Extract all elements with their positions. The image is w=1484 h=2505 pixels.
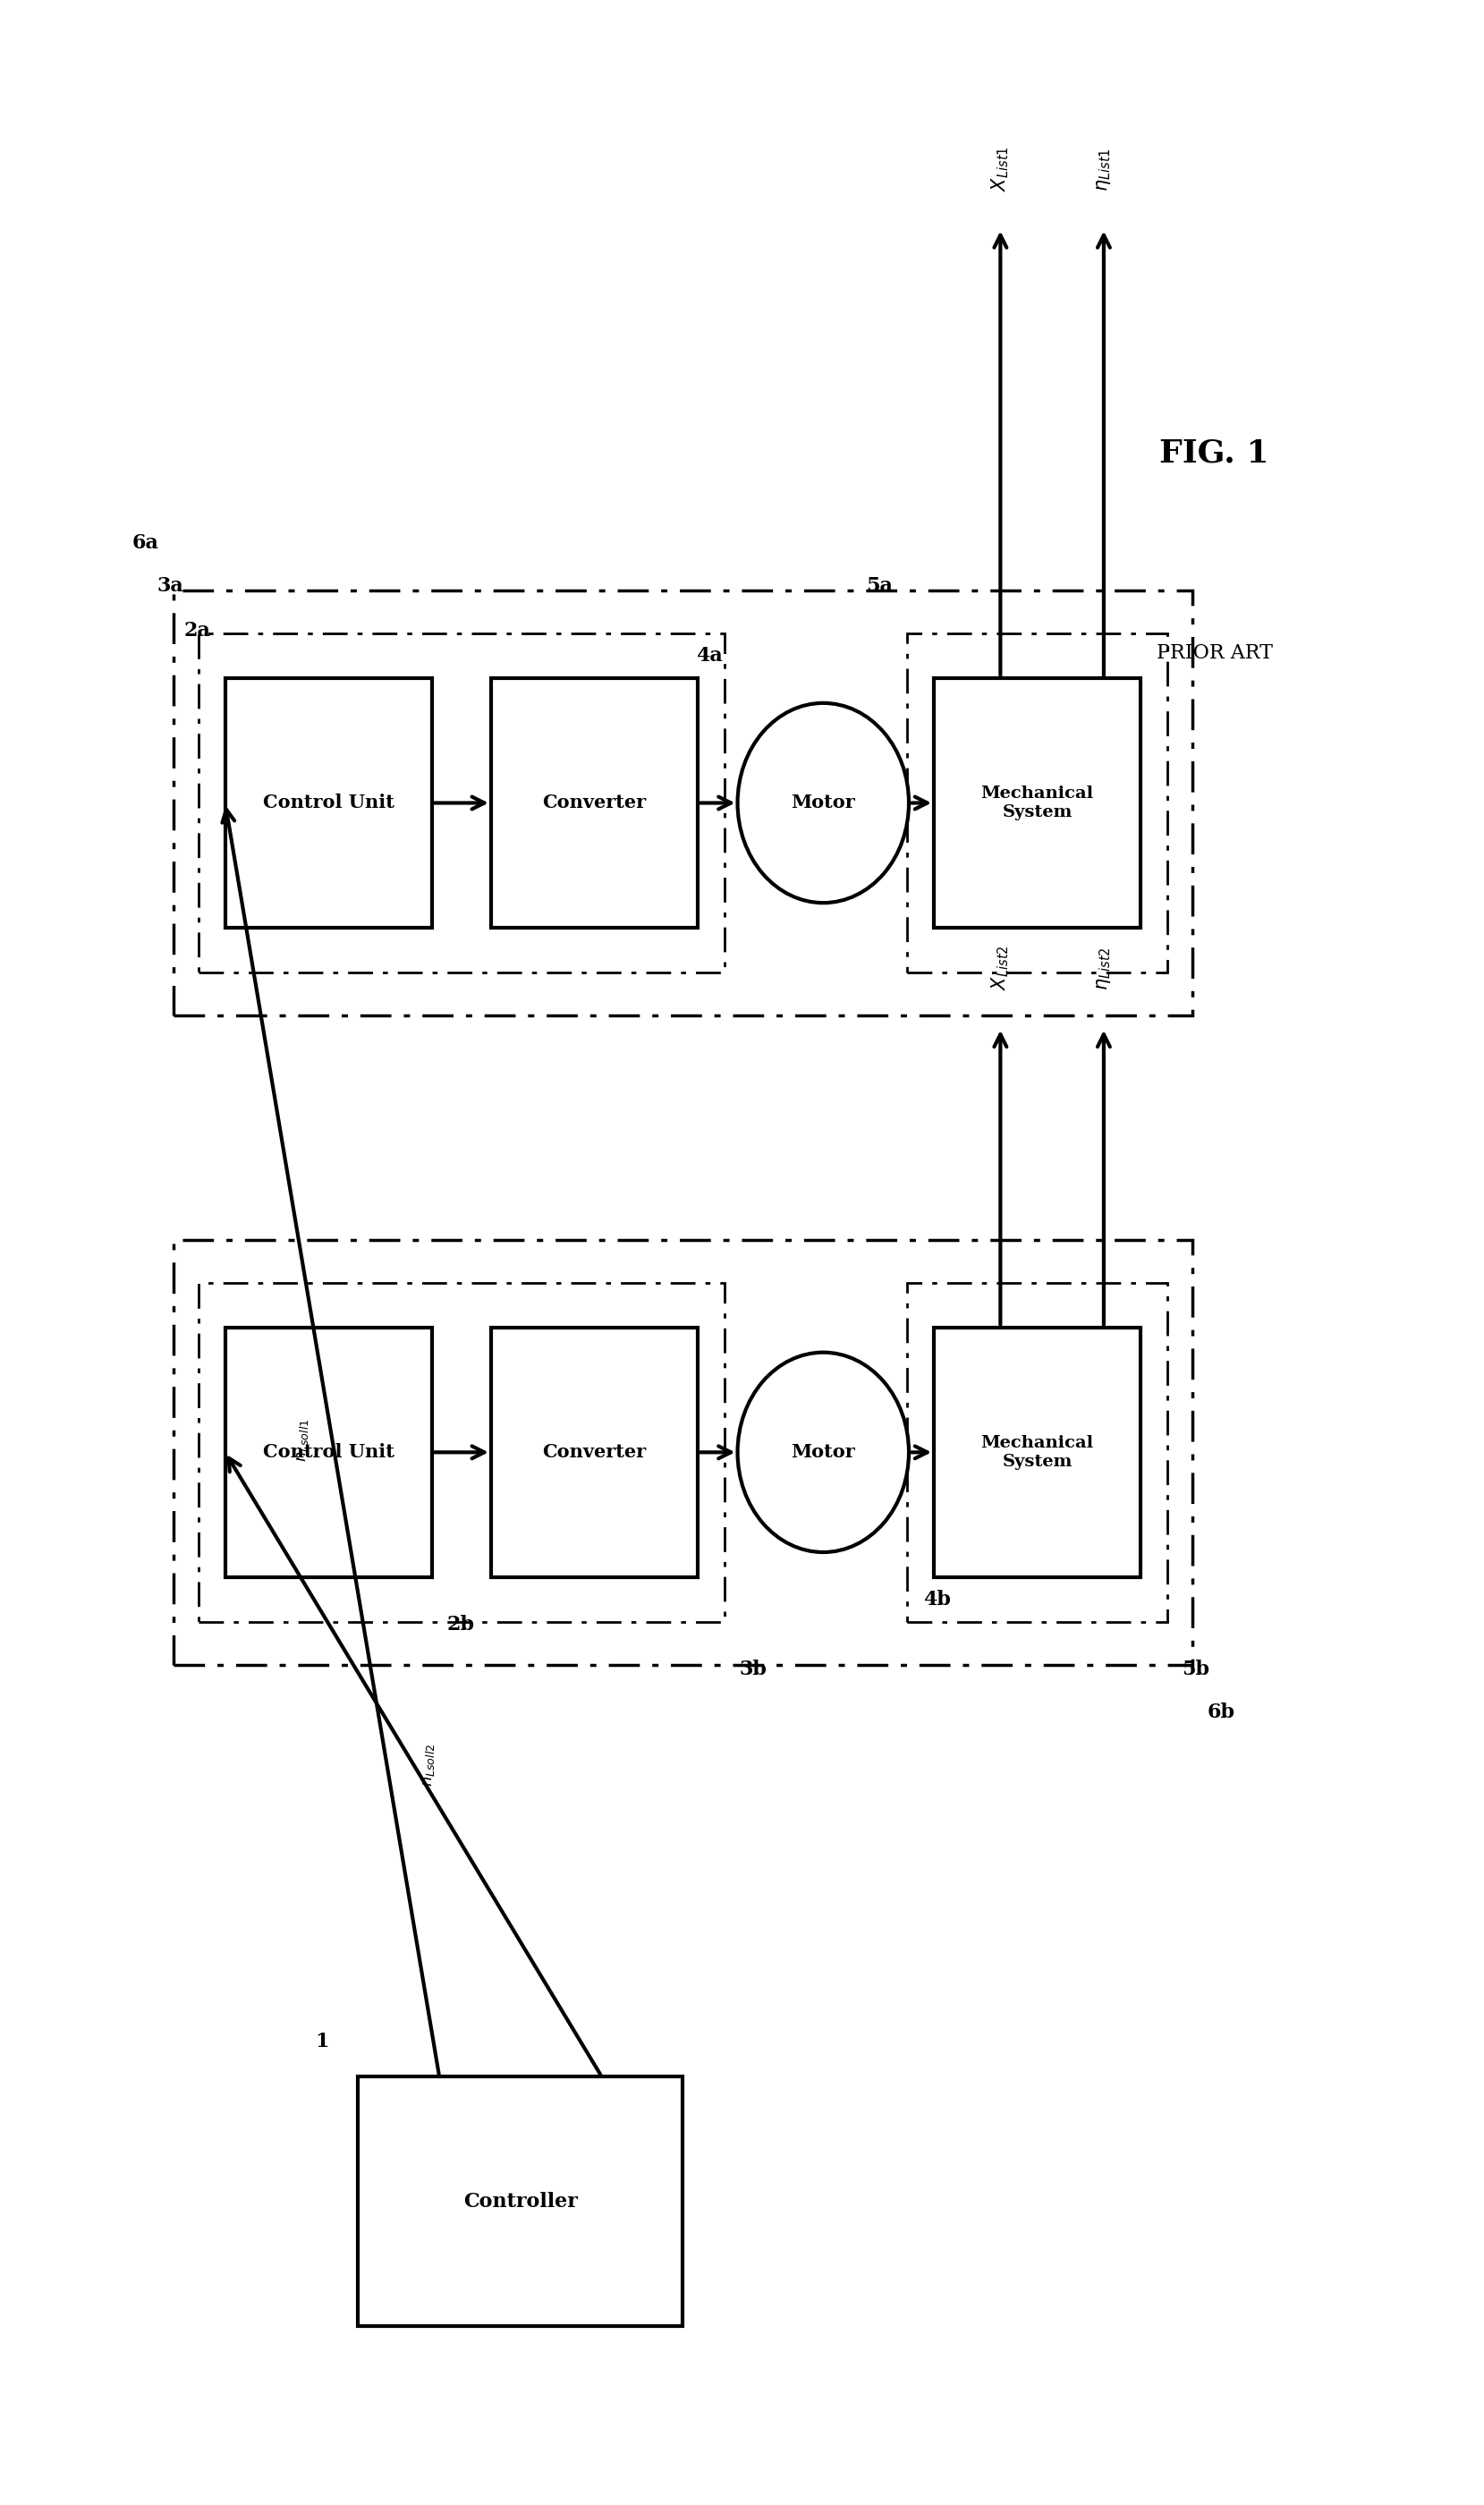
Text: Motor: Motor bbox=[791, 1443, 855, 1460]
Text: 5b: 5b bbox=[1183, 1661, 1209, 1678]
Text: Mechanical
System: Mechanical System bbox=[981, 1435, 1094, 1470]
Text: $\eta_{List2}$: $\eta_{List2}$ bbox=[1095, 947, 1113, 989]
Text: 4a: 4a bbox=[696, 646, 723, 666]
Text: $n_{Lsoll2}$: $n_{Lsoll2}$ bbox=[421, 1743, 436, 1786]
Text: Control Unit: Control Unit bbox=[263, 1443, 395, 1460]
Text: 2a: 2a bbox=[184, 621, 211, 641]
Text: 2b: 2b bbox=[447, 1616, 475, 1633]
Text: 4b: 4b bbox=[923, 1591, 951, 1608]
FancyBboxPatch shape bbox=[933, 679, 1141, 927]
Text: Motor: Motor bbox=[791, 794, 855, 812]
Text: Control Unit: Control Unit bbox=[263, 794, 395, 812]
Ellipse shape bbox=[738, 704, 908, 902]
Text: 3a: 3a bbox=[157, 576, 184, 596]
Text: 5a: 5a bbox=[865, 576, 892, 596]
FancyBboxPatch shape bbox=[358, 2077, 683, 2327]
FancyBboxPatch shape bbox=[226, 679, 432, 927]
Text: Converter: Converter bbox=[543, 1443, 647, 1460]
Ellipse shape bbox=[738, 1353, 908, 1553]
Text: $X_{List2}$: $X_{List2}$ bbox=[990, 944, 1011, 989]
FancyBboxPatch shape bbox=[226, 1328, 432, 1578]
FancyBboxPatch shape bbox=[491, 679, 697, 927]
Text: Controller: Controller bbox=[463, 2192, 577, 2212]
Text: Converter: Converter bbox=[543, 794, 647, 812]
Text: $X_{List1}$: $X_{List1}$ bbox=[990, 145, 1011, 190]
Text: Mechanical
System: Mechanical System bbox=[981, 787, 1094, 819]
Text: 1: 1 bbox=[315, 2032, 328, 2052]
Text: FIG. 1: FIG. 1 bbox=[1159, 438, 1269, 468]
Text: 3b: 3b bbox=[739, 1661, 767, 1678]
FancyBboxPatch shape bbox=[933, 1328, 1141, 1578]
Text: 6b: 6b bbox=[1206, 1701, 1235, 1721]
FancyBboxPatch shape bbox=[491, 1328, 697, 1578]
Text: $n_{Lsoll1}$: $n_{Lsoll1}$ bbox=[294, 1418, 310, 1460]
Text: $\eta_{List1}$: $\eta_{List1}$ bbox=[1095, 148, 1113, 190]
Text: 6a: 6a bbox=[132, 534, 159, 554]
Text: PRIOR ART: PRIOR ART bbox=[1156, 644, 1273, 664]
